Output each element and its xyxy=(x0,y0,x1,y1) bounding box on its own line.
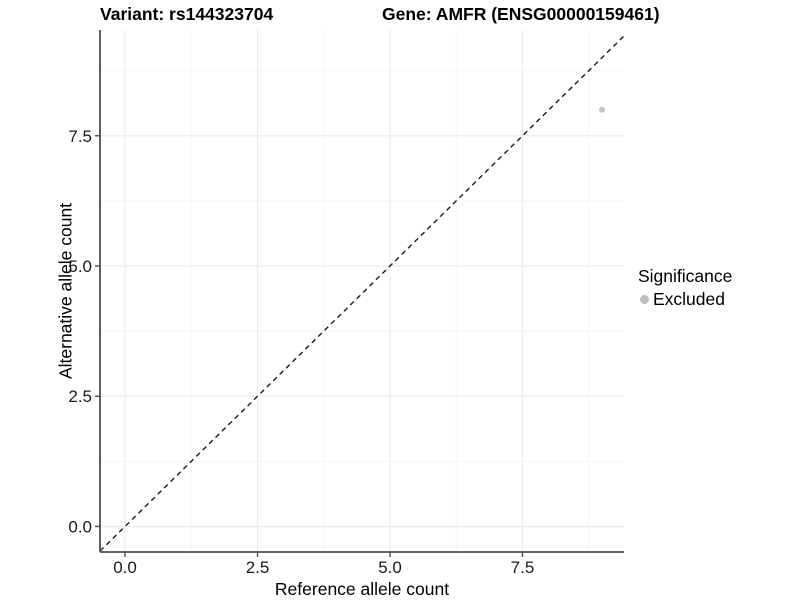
legend: Significance Excluded xyxy=(638,266,732,310)
legend-circle-icon xyxy=(640,295,649,304)
x-tick-label: 2.5 xyxy=(246,558,270,577)
legend-title: Significance xyxy=(638,266,733,286)
x-tick-label: 0.0 xyxy=(113,558,137,577)
y-axis-title: Alternative allele count xyxy=(55,202,76,380)
x-tick-label: 7.5 xyxy=(511,558,535,577)
legend-item-label: Excluded xyxy=(653,289,725,309)
legend-item-excluded: Excluded xyxy=(638,289,732,310)
identity-dashed-line xyxy=(99,35,625,552)
y-tick-label: 0.0 xyxy=(68,517,92,536)
y-tick-label: 5.0 xyxy=(68,257,92,276)
data-point xyxy=(599,106,606,113)
plot-title-variant: Variant: rs144323704 xyxy=(100,4,274,24)
y-tick-label: 7.5 xyxy=(68,127,92,146)
y-tick-label: 2.5 xyxy=(68,387,92,406)
x-tick-label: 5.0 xyxy=(378,558,402,577)
plot-title-gene: Gene: AMFR (ENSG00000159461) xyxy=(382,4,660,24)
x-axis-title: Reference allele count xyxy=(274,579,450,599)
